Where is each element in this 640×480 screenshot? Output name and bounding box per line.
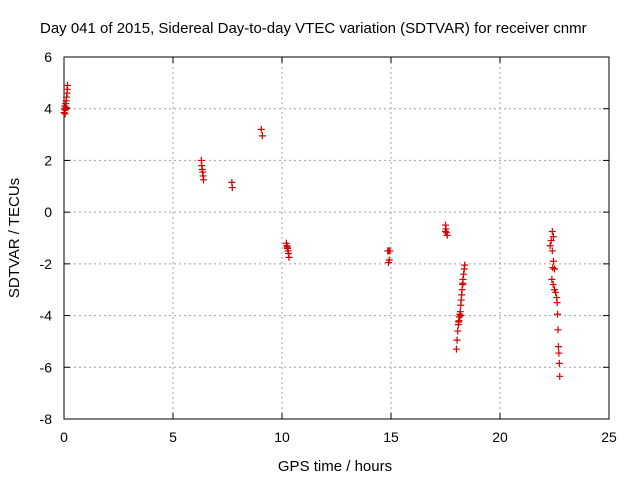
y-tick-label: -4 (40, 308, 53, 324)
data-point (285, 253, 293, 261)
data-point (554, 343, 562, 351)
data-point (386, 247, 394, 255)
data-point (554, 310, 562, 318)
x-tick-label: 15 (383, 429, 399, 445)
data-point (555, 349, 563, 357)
data-point (546, 242, 554, 250)
y-axis-title: SDTVAR / TECUs (6, 178, 23, 298)
data-point (258, 132, 266, 140)
data-point (548, 228, 556, 236)
data-point (257, 125, 265, 133)
data-point (455, 318, 463, 326)
chart-title: Day 041 of 2015, Sidereal Day-to-day VTE… (40, 20, 587, 37)
y-tick-label: -6 (40, 359, 53, 375)
y-tick-label: 2 (44, 152, 52, 168)
y-tick-label: -2 (40, 256, 53, 272)
data-point (548, 275, 556, 283)
data-point (461, 261, 469, 269)
data-point (459, 279, 467, 287)
data-point (460, 270, 468, 278)
data-point (453, 336, 461, 344)
data-point (384, 259, 392, 267)
x-tick-label: 0 (60, 429, 68, 445)
data-point (549, 264, 557, 272)
data-point (549, 281, 557, 289)
data-point (63, 81, 71, 89)
grid-lines (64, 57, 609, 419)
data-point (61, 110, 69, 118)
y-tick-labels: -8 -6 -4 -2 0 2 4 6 (40, 49, 53, 427)
y-tick-label: 0 (44, 204, 52, 220)
x-tick-label: 25 (601, 429, 617, 445)
x-tick-label: 20 (492, 429, 508, 445)
y-tick-label: 6 (44, 49, 52, 65)
data-point (554, 326, 562, 334)
data-point (552, 288, 560, 296)
x-tick-label: 10 (274, 429, 290, 445)
data-point (549, 257, 557, 265)
data-point (553, 299, 561, 307)
data-point (200, 176, 208, 184)
x-tick-labels: 0 5 10 15 20 25 (60, 429, 617, 445)
x-tick-label: 5 (169, 429, 177, 445)
data-point (549, 233, 557, 241)
data-point (547, 237, 555, 245)
data-point (457, 312, 465, 320)
data-point (442, 228, 449, 236)
data-point (443, 231, 451, 239)
data-point (551, 265, 558, 273)
data-point (452, 345, 460, 353)
data-point (228, 184, 236, 192)
data-point (283, 243, 291, 251)
plot-frame (63, 56, 610, 420)
data-points (60, 81, 564, 380)
x-axis-title: GPS time / hours (278, 458, 392, 475)
y-tick-label: -8 (40, 411, 53, 427)
data-point (556, 372, 564, 380)
data-point (555, 359, 563, 367)
axis-ticks (63, 56, 610, 420)
data-point (454, 327, 462, 335)
data-point (548, 247, 556, 255)
y-tick-label: 4 (44, 101, 52, 117)
data-point (62, 103, 70, 111)
